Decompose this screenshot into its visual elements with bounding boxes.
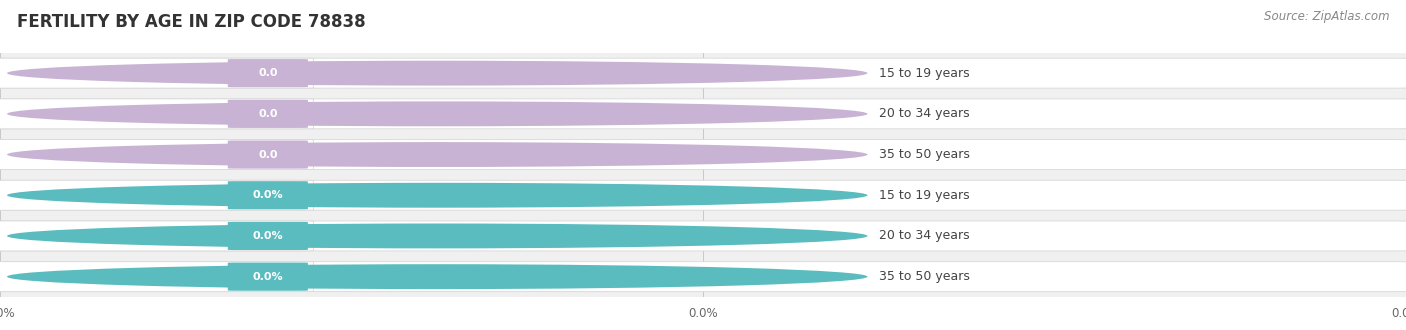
FancyBboxPatch shape	[0, 134, 1406, 175]
Circle shape	[7, 264, 868, 289]
Circle shape	[7, 61, 868, 85]
FancyBboxPatch shape	[0, 180, 1406, 210]
FancyBboxPatch shape	[0, 221, 1406, 251]
FancyBboxPatch shape	[0, 58, 314, 88]
FancyBboxPatch shape	[0, 99, 1406, 129]
FancyBboxPatch shape	[0, 58, 1406, 88]
FancyBboxPatch shape	[228, 222, 308, 250]
Text: Source: ZipAtlas.com: Source: ZipAtlas.com	[1264, 10, 1389, 23]
Text: 15 to 19 years: 15 to 19 years	[879, 67, 969, 80]
FancyBboxPatch shape	[0, 256, 1406, 297]
Text: 0.0: 0.0	[259, 109, 277, 119]
Circle shape	[7, 142, 868, 167]
FancyBboxPatch shape	[0, 93, 1406, 134]
FancyBboxPatch shape	[228, 141, 308, 169]
FancyBboxPatch shape	[228, 59, 308, 87]
Text: 0.0: 0.0	[259, 149, 277, 159]
FancyBboxPatch shape	[228, 181, 308, 209]
FancyBboxPatch shape	[0, 140, 314, 170]
Text: 20 to 34 years: 20 to 34 years	[879, 229, 969, 243]
Text: 0.0%: 0.0%	[253, 190, 283, 200]
FancyBboxPatch shape	[0, 180, 314, 210]
FancyBboxPatch shape	[228, 263, 308, 291]
Circle shape	[7, 183, 868, 208]
FancyBboxPatch shape	[0, 175, 1406, 215]
Text: 0.0%: 0.0%	[253, 231, 283, 241]
FancyBboxPatch shape	[0, 140, 1406, 170]
Text: 15 to 19 years: 15 to 19 years	[879, 189, 969, 202]
FancyBboxPatch shape	[0, 221, 314, 251]
Circle shape	[7, 101, 868, 126]
FancyBboxPatch shape	[0, 53, 1406, 93]
Text: 35 to 50 years: 35 to 50 years	[879, 270, 970, 283]
Text: 20 to 34 years: 20 to 34 years	[879, 107, 969, 120]
FancyBboxPatch shape	[0, 262, 314, 292]
FancyBboxPatch shape	[0, 215, 1406, 256]
Text: 35 to 50 years: 35 to 50 years	[879, 148, 970, 161]
Circle shape	[7, 223, 868, 248]
FancyBboxPatch shape	[0, 262, 1406, 292]
FancyBboxPatch shape	[0, 99, 314, 129]
FancyBboxPatch shape	[228, 100, 308, 128]
Text: 0.0%: 0.0%	[253, 272, 283, 281]
Text: 0.0: 0.0	[259, 68, 277, 78]
Text: FERTILITY BY AGE IN ZIP CODE 78838: FERTILITY BY AGE IN ZIP CODE 78838	[17, 13, 366, 31]
